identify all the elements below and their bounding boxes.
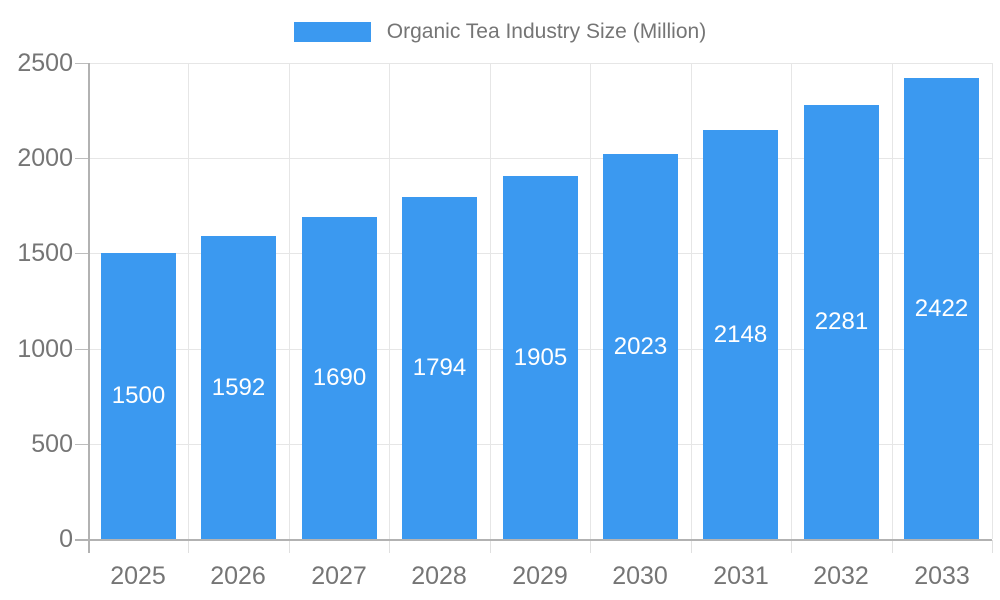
bar-value-label: 2281 <box>814 308 869 335</box>
bar-value-label: 2148 <box>713 320 768 348</box>
x-axis-tick-label: 2025 <box>110 562 166 590</box>
y-tick-mark <box>75 158 88 159</box>
x-axis-tick-label: 2028 <box>411 562 467 590</box>
v-gridline <box>490 63 491 539</box>
y-axis-tick-label: 2000 <box>17 144 73 172</box>
x-tick-mark <box>289 540 290 553</box>
bar: 2422 <box>904 78 979 539</box>
y-tick-mark <box>75 444 88 445</box>
v-gridline <box>289 63 290 539</box>
legend-swatch <box>293 22 371 42</box>
bar: 2281 <box>804 105 879 539</box>
bar-value-label: 1500 <box>111 382 166 409</box>
v-gridline <box>791 63 792 539</box>
v-gridline <box>892 63 893 539</box>
y-axis-tick-label: 500 <box>31 430 73 458</box>
legend[interactable]: Organic Tea Industry Size (Million) <box>0 16 1000 48</box>
h-gridline <box>88 63 992 64</box>
x-axis-tick-label: 2030 <box>612 562 668 590</box>
x-tick-mark <box>892 540 893 553</box>
y-axis-tick-label: 2500 <box>17 49 73 77</box>
bar: 2148 <box>703 130 778 539</box>
legend-label: Organic Tea Industry Size (Million) <box>386 20 707 43</box>
bar-value-label: 1592 <box>211 373 266 401</box>
bar: 1500 <box>101 253 176 539</box>
bar-value-label: 1905 <box>513 343 568 371</box>
v-gridline <box>188 63 189 539</box>
plot-area: 1500 1592 1690 1794 1905 2023 2148 2281 2422 <box>88 63 993 539</box>
x-axis-tick-label: 2033 <box>914 562 970 590</box>
x-tick-mark <box>691 540 692 553</box>
v-gridline <box>992 63 993 539</box>
x-axis-tick-label: 2032 <box>813 562 869 590</box>
bar: 1690 <box>302 217 377 539</box>
v-gridline <box>691 63 692 539</box>
x-tick-mark <box>490 540 491 553</box>
bar-value-label: 1690 <box>312 364 367 391</box>
x-axis-tick-label: 2029 <box>512 562 568 590</box>
bar: 1905 <box>503 176 578 539</box>
x-tick-mark <box>791 540 792 553</box>
bar: 1592 <box>201 236 276 539</box>
x-axis-tick-label: 2027 <box>311 562 367 590</box>
x-tick-mark <box>389 540 390 553</box>
v-gridline <box>389 63 390 539</box>
bar-value-label: 1794 <box>412 354 467 381</box>
bar-value-label: 2023 <box>613 332 668 360</box>
y-tick-mark <box>75 349 88 350</box>
y-axis-tick-label: 1500 <box>17 239 73 267</box>
v-gridline <box>590 63 591 539</box>
y-tick-mark <box>75 63 88 64</box>
h-gridline <box>88 158 992 159</box>
y-tick-mark <box>75 253 88 254</box>
x-axis-tick-label: 2031 <box>713 562 769 590</box>
bar: 2023 <box>603 154 678 539</box>
x-tick-mark <box>992 540 993 553</box>
y-axis-line <box>88 63 90 553</box>
x-tick-mark <box>590 540 591 553</box>
bar: 1794 <box>402 197 477 539</box>
x-tick-mark <box>188 540 189 553</box>
x-axis-line <box>75 539 992 541</box>
bar-value-label: 2422 <box>914 294 969 322</box>
y-axis-tick-label: 0 <box>59 525 73 553</box>
x-axis-tick-label: 2026 <box>210 562 266 590</box>
y-axis-tick-label: 1000 <box>17 335 73 363</box>
